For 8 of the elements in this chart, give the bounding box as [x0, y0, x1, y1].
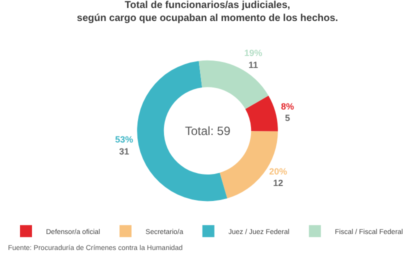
donut-slice — [245, 96, 278, 132]
text: Total: 59 — [185, 124, 231, 138]
data-label: 8% 5 — [281, 101, 294, 124]
data-label: 19% 11 — [244, 48, 262, 70]
data-label: 53% 31 — [115, 134, 134, 156]
data-label: 20% 12 — [269, 166, 288, 188]
donut-slice — [198, 60, 268, 109]
chart-title: Total de funcionarios/as judiciales, según cargo que ocupaban al momento de los hechos. — [76, 0, 338, 24]
